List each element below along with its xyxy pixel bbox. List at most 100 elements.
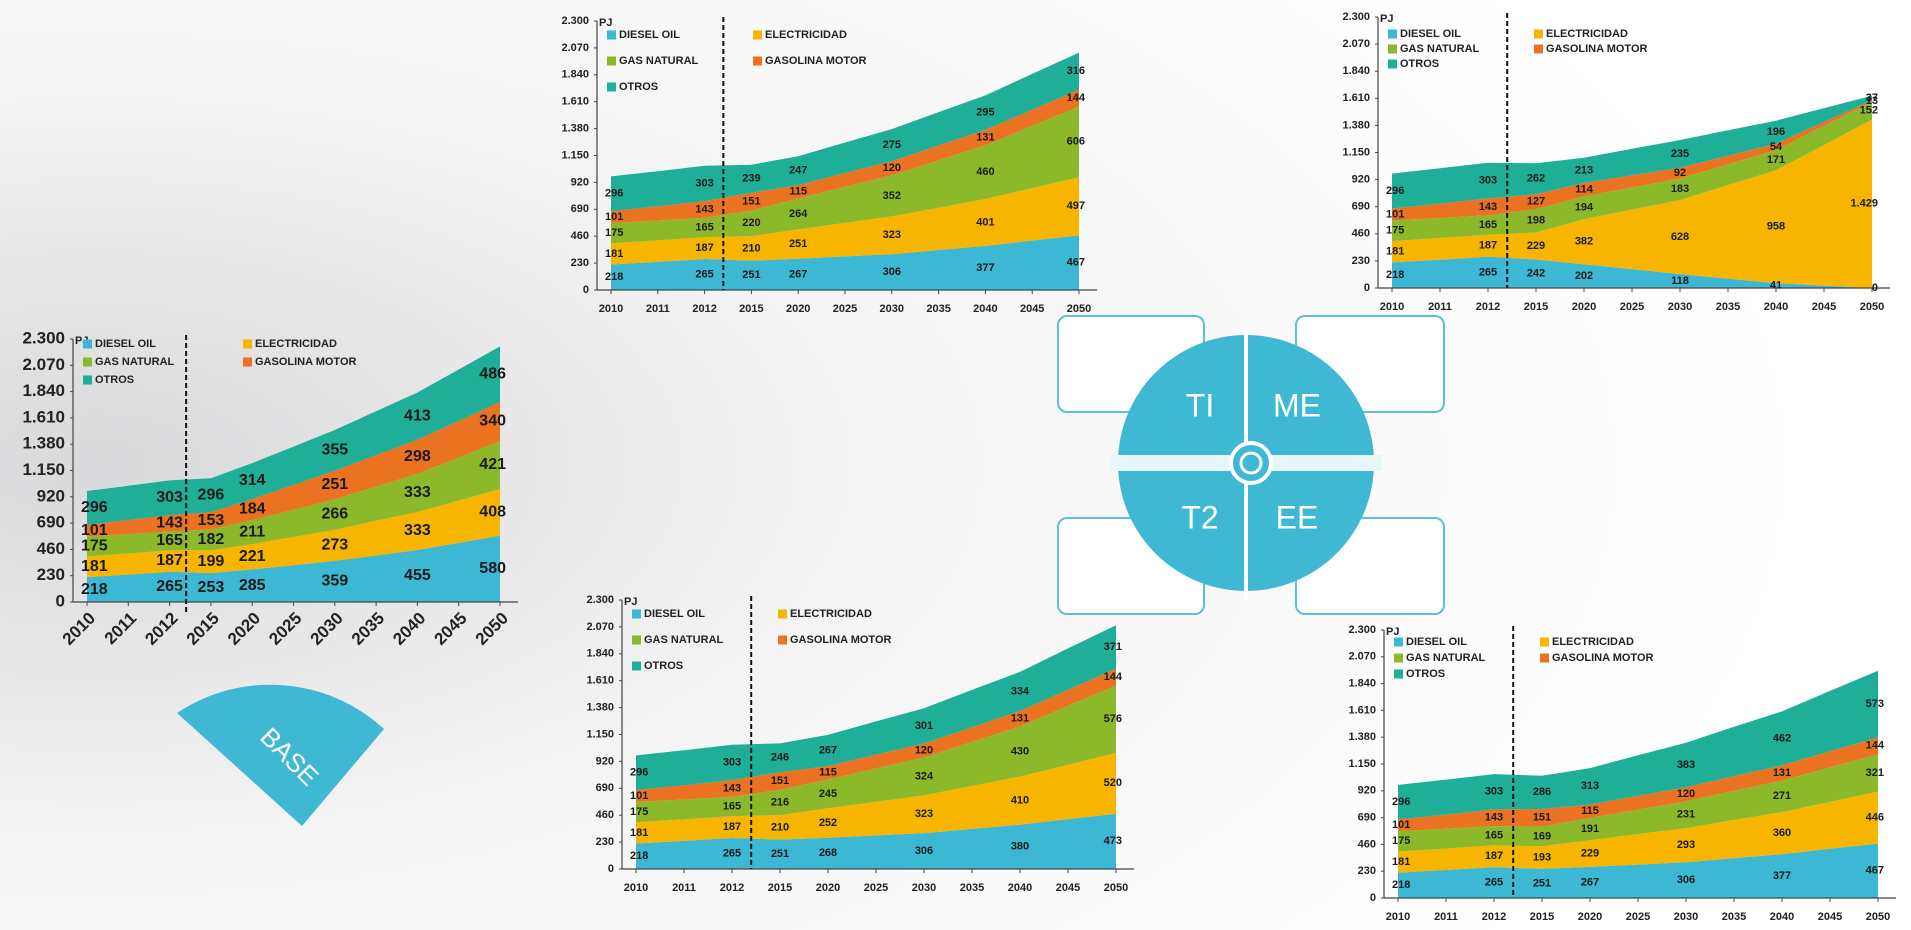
data-label: 296 <box>198 486 225 503</box>
y-tick-label: 920 <box>571 176 589 188</box>
data-label: 169 <box>1533 830 1551 842</box>
x-tick-label: 2011 <box>646 303 670 315</box>
x-tick-label: 2035 <box>1722 911 1746 923</box>
data-label: 286 <box>1533 786 1551 798</box>
area <box>87 402 500 537</box>
y-tick-label: 690 <box>37 513 65 532</box>
legend-label: ELECTRICIDAD <box>1552 636 1634 648</box>
data-label: 165 <box>1485 830 1503 842</box>
y-tick-label: 1.380 <box>1348 731 1376 743</box>
area <box>611 235 1079 290</box>
legend-swatch <box>83 339 92 349</box>
legend-label: GASOLINA MOTOR <box>1546 43 1648 55</box>
data-label: 143 <box>695 203 713 215</box>
data-label: 202 <box>1575 270 1593 282</box>
data-label: 323 <box>915 808 933 820</box>
x-tick-label: 2012 <box>1482 911 1506 923</box>
data-label: 181 <box>81 558 108 575</box>
data-label: 194 <box>1575 202 1594 214</box>
y-tick-label: 2.300 <box>1342 11 1370 23</box>
legend-swatch <box>1394 653 1403 663</box>
data-label: 0 <box>1872 282 1878 294</box>
data-label: 377 <box>976 262 994 274</box>
y-tick-label: 1.840 <box>586 648 614 660</box>
legend-swatch <box>1388 29 1397 39</box>
data-label: 101 <box>1392 819 1410 831</box>
legend-label: OTROS <box>644 660 683 672</box>
data-label: 218 <box>81 581 108 598</box>
y-tick-label: 460 <box>37 539 65 558</box>
legend-label: GAS NATURAL <box>95 356 175 368</box>
data-label: 293 <box>1677 839 1695 851</box>
y-tick-label: 1.150 <box>586 728 614 740</box>
x-tick-label: 2030 <box>1674 911 1698 923</box>
data-label: 340 <box>479 413 506 430</box>
legend-swatch <box>632 609 641 619</box>
y-tick-label: 1.840 <box>1342 65 1370 77</box>
data-label: 143 <box>156 514 183 531</box>
x-tick-label: 2015 <box>1524 301 1548 313</box>
chart: 0 230 460 690 920 1.150 1.380 1.610 1.840 2.070 2.… <box>22 328 518 649</box>
data-label: 187 <box>1485 850 1503 862</box>
data-label: 199 <box>198 553 225 570</box>
data-label: 266 <box>321 506 348 523</box>
data-label: 218 <box>605 271 623 283</box>
data-label: 253 <box>198 579 225 596</box>
legend-label: GASOLINA MOTOR <box>790 634 892 646</box>
legend-swatch <box>753 56 762 66</box>
data-label: 958 <box>1767 221 1785 233</box>
area <box>1398 754 1878 852</box>
data-label: 380 <box>1011 841 1029 853</box>
legend-swatch <box>243 357 252 367</box>
legend-swatch <box>1388 59 1397 69</box>
chart: 0 230 460 690 920 1.150 1.380 1.610 1.840 2.070 2.… <box>561 15 1097 315</box>
area <box>1392 100 1872 221</box>
y-tick-label: 2.070 <box>1342 38 1370 50</box>
y-tick-label: 0 <box>608 863 614 875</box>
data-label: 184 <box>239 501 266 518</box>
data-label: 628 <box>1671 231 1689 243</box>
data-label: 101 <box>81 522 108 539</box>
data-label: 251 <box>789 238 807 250</box>
data-label: 298 <box>404 448 431 465</box>
x-tick-label: 2045 <box>1020 303 1044 315</box>
legend-swatch <box>607 82 616 92</box>
area <box>1392 119 1872 288</box>
x-tick-label: 2050 <box>1104 882 1128 894</box>
legend-label: DIESEL OIL <box>95 338 156 350</box>
x-tick-label: 2011 <box>1434 911 1458 923</box>
y-tick-label: 0 <box>56 591 65 610</box>
x-tick-label: 2045 <box>1818 911 1842 923</box>
legend-label: GASOLINA MOTOR <box>1552 652 1654 664</box>
data-label: 175 <box>605 227 623 239</box>
y-tick-label: 230 <box>1358 865 1376 877</box>
data-label: 606 <box>1067 136 1085 148</box>
data-label: 165 <box>723 800 741 812</box>
data-label: 460 <box>976 166 994 178</box>
data-label: 144 <box>1067 92 1086 104</box>
data-label: 306 <box>915 845 933 857</box>
y-tick-label: 920 <box>37 486 65 505</box>
data-label: 383 <box>1677 759 1695 771</box>
data-label: 229 <box>1581 847 1599 859</box>
data-label: 295 <box>976 107 994 119</box>
data-label: 303 <box>1479 175 1497 187</box>
area <box>636 685 1116 823</box>
x-tick-label: 2030 <box>880 303 904 315</box>
data-label: 120 <box>915 744 933 756</box>
data-label: 181 <box>1392 856 1410 868</box>
data-label: 251 <box>771 848 789 860</box>
y-unit: PJ <box>1380 13 1393 25</box>
data-label: 175 <box>1392 835 1410 847</box>
quadrant-label: T2 <box>1181 499 1218 535</box>
y-tick-label: 1.840 <box>22 381 65 400</box>
y-tick-label: 2.300 <box>561 15 589 27</box>
data-label: 13 <box>1866 95 1878 107</box>
data-label: 193 <box>1533 851 1551 863</box>
data-label: 467 <box>1866 865 1884 877</box>
x-tick-label: 2030 <box>912 882 936 894</box>
quadrant-label: ME <box>1273 387 1321 423</box>
y-tick-label: 460 <box>1358 838 1376 850</box>
legend-label: OTROS <box>619 81 658 93</box>
x-tick-label: 2010 <box>1386 911 1410 923</box>
